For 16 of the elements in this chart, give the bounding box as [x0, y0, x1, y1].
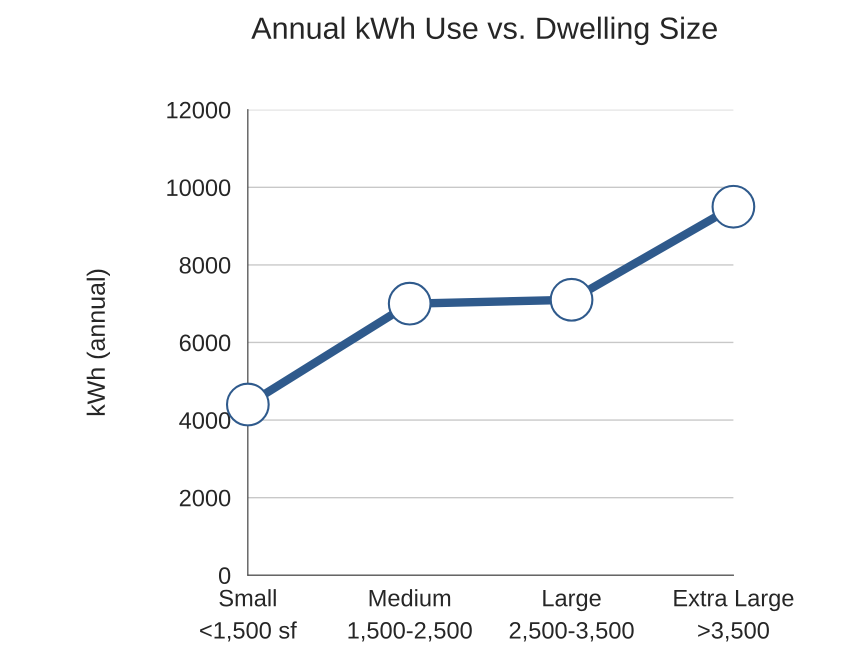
y-tick-label: 4000 [179, 412, 230, 429]
x-tick-label: Large 2,500-3,500 [510, 590, 634, 642]
x-tick-label: Extra Large >3,500 [674, 590, 794, 642]
x-tick-label: Small <1,500 sf [200, 589, 297, 642]
y-tick-label: 0 [218, 567, 230, 584]
y-tick-label: 8000 [180, 256, 230, 274]
y-tick-label: 6000 [180, 334, 230, 352]
point [550, 278, 594, 322]
point [388, 282, 432, 326]
x-tick-label: Medium 1,500-2,500 [348, 589, 472, 642]
chart-title: Annual kWh Use vs. Dwelling Size [251, 16, 717, 46]
y-tick-label: 2000 [180, 490, 230, 506]
point [712, 184, 756, 229]
y-tick-label: 12000 [167, 102, 230, 119]
y-axis-title: kWh (annual) [86, 270, 110, 416]
y-tick-label: 10000 [167, 179, 230, 196]
